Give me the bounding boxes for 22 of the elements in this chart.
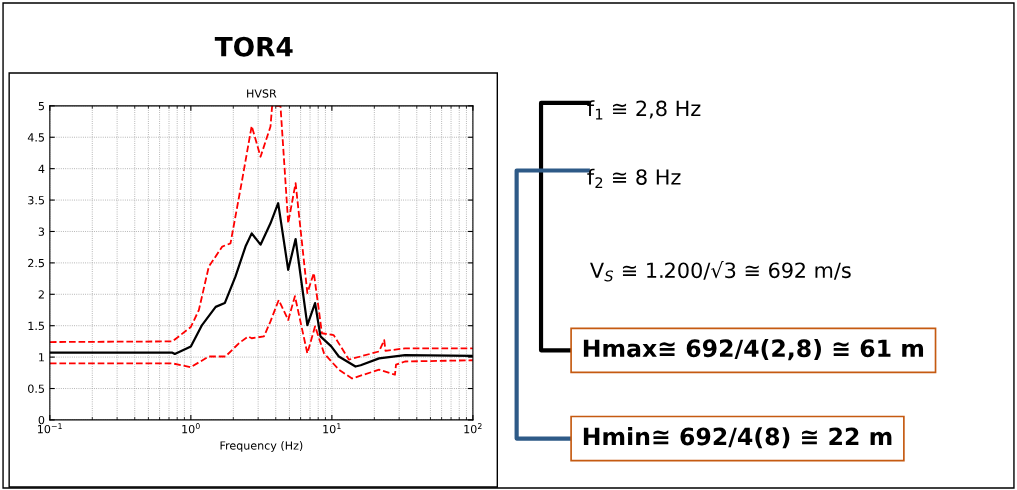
y-tick-label: 5	[38, 101, 44, 111]
text: Hmax≅ 692/4(2,8) ≅ 61 m	[583, 338, 924, 361]
x-tick-label: 10$^{0}$	[182, 423, 200, 434]
y-tick-label: 0	[38, 415, 45, 425]
y-tick-label: 4	[38, 164, 45, 173]
chart-title: TOR4	[214, 36, 293, 57]
text: f$_{1}$ ≅ 2,8 Hz	[587, 100, 701, 120]
y-tick-label: 2.5	[28, 258, 44, 268]
chart-subtitle: HVSR	[247, 89, 277, 98]
y-tick-label: 2	[38, 290, 44, 299]
x-tick-label: 10$^{2}$	[464, 423, 482, 434]
y-tick-label: 3.5	[28, 196, 44, 205]
text: f$_{2}$ ≅ 8 Hz	[587, 168, 681, 189]
y-tick-label: 4.5	[27, 133, 44, 142]
y-tick-label: 0.5	[28, 384, 44, 393]
y-tick-label: 3	[38, 227, 45, 236]
x-axis-title: Frequency (Hz)	[220, 441, 303, 452]
x-tick-label: 10$^{1}$	[323, 423, 341, 434]
text: Hmin≅ 692/4(8) ≅ 22 m	[583, 427, 892, 449]
text: V$_{S}$ ≅ 1.200/√3 ≅ 692 m/s	[590, 260, 851, 282]
y-tick-label: 1.5	[28, 321, 44, 331]
y-tick-label: 1	[39, 353, 44, 362]
